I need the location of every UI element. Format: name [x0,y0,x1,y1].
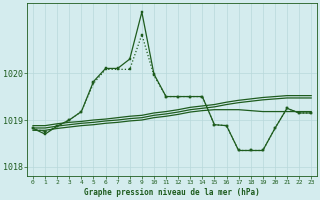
X-axis label: Graphe pression niveau de la mer (hPa): Graphe pression niveau de la mer (hPa) [84,188,260,197]
